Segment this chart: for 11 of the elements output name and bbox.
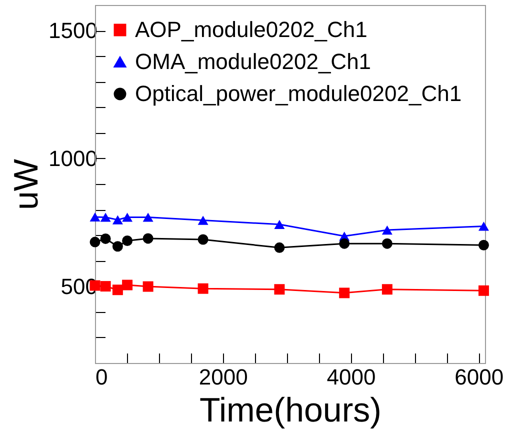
legend-label: OMA_module0202_Ch1 — [135, 49, 372, 74]
x-axis-title: Time(hours) — [200, 392, 382, 430]
x-tick-label: 6000 — [454, 364, 504, 390]
legend-label: Optical_power_module0202_Ch1 — [135, 81, 462, 106]
y-tick-label: 1000 — [48, 146, 98, 171]
legend-label: AOP_module0202_Ch1 — [135, 17, 368, 42]
x-tick-label: 4000 — [326, 364, 376, 390]
y-axis-title: uW — [8, 159, 46, 210]
y-tick-label: 1500 — [48, 18, 98, 44]
x-tick-label: 0 — [96, 364, 108, 390]
x-tick-label: 2000 — [198, 364, 248, 390]
